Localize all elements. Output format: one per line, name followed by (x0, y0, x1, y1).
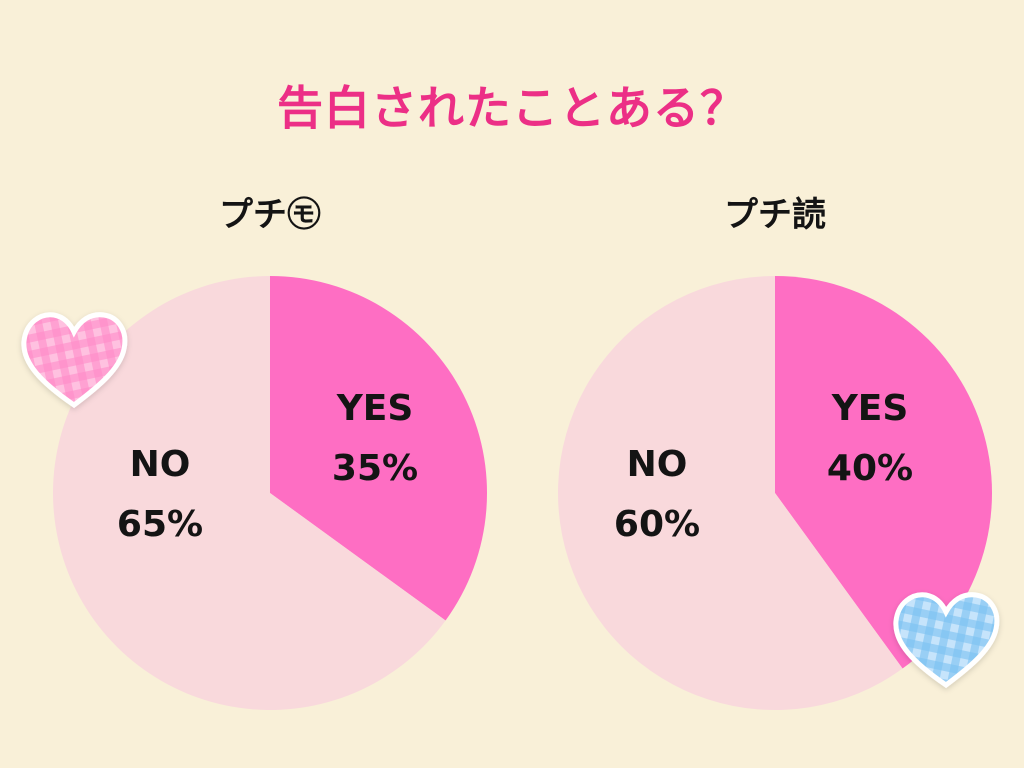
pie-chart-2: プチ読 YES 40% NO 60% (557, 195, 992, 710)
pie-slice-no (557, 276, 903, 710)
pie-slice-yes (775, 276, 992, 669)
slice-label-no: NO 60% (614, 444, 700, 545)
chart-title: プチ㋲ (219, 195, 321, 235)
pie-chart-1: プチ㋲ YES 35% NO 65% (52, 195, 487, 711)
pie-slice-no (52, 276, 446, 711)
pink-gingham-heart-icon (21, 312, 128, 409)
slice-label-yes: YES 35% (332, 388, 418, 489)
slice-label-yes: YES 40% (827, 388, 913, 489)
pie-slice-yes (270, 276, 487, 621)
page-title: 告白されたことある？ (277, 81, 747, 135)
slice-label-no: NO 65% (117, 444, 203, 545)
chart-title: プチ読 (724, 195, 826, 235)
blue-gingham-heart-icon (893, 592, 1000, 689)
